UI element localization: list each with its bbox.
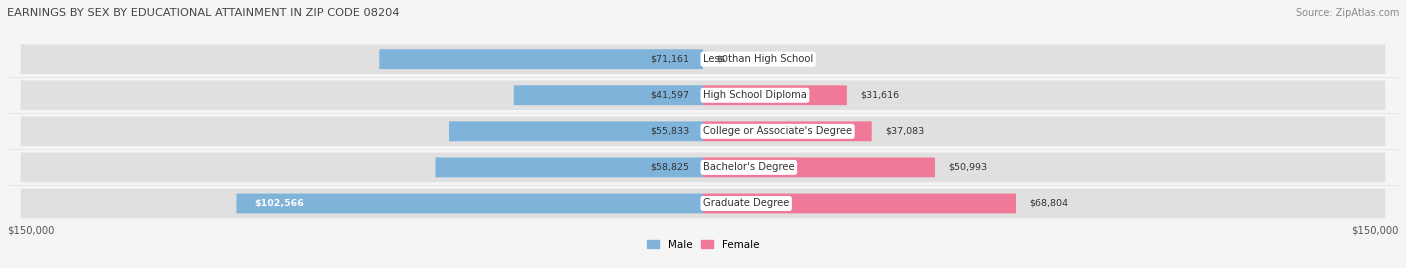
FancyBboxPatch shape [436,158,703,177]
Text: $68,804: $68,804 [1029,199,1069,208]
Text: Graduate Degree: Graduate Degree [703,199,789,209]
Text: Bachelor's Degree: Bachelor's Degree [703,162,794,172]
Text: Source: ZipAtlas.com: Source: ZipAtlas.com [1295,8,1399,18]
FancyBboxPatch shape [236,193,703,213]
Legend: Male, Female: Male, Female [643,235,763,254]
Text: $71,161: $71,161 [651,55,689,64]
Text: $37,083: $37,083 [886,127,925,136]
FancyBboxPatch shape [21,189,1385,218]
FancyBboxPatch shape [703,158,935,177]
Text: $150,000: $150,000 [7,226,55,236]
FancyBboxPatch shape [703,85,846,105]
FancyBboxPatch shape [21,80,1385,110]
FancyBboxPatch shape [703,121,872,141]
FancyBboxPatch shape [21,44,1385,74]
Text: $0: $0 [717,55,728,64]
Text: High School Diploma: High School Diploma [703,90,807,100]
FancyBboxPatch shape [21,117,1385,146]
Text: $58,825: $58,825 [651,163,689,172]
Text: EARNINGS BY SEX BY EDUCATIONAL ATTAINMENT IN ZIP CODE 08204: EARNINGS BY SEX BY EDUCATIONAL ATTAINMEN… [7,8,399,18]
Text: $55,833: $55,833 [650,127,689,136]
FancyBboxPatch shape [513,85,703,105]
Text: $31,616: $31,616 [860,91,900,100]
FancyBboxPatch shape [449,121,703,141]
FancyBboxPatch shape [703,193,1017,213]
Text: Less than High School: Less than High School [703,54,813,64]
Text: $41,597: $41,597 [651,91,689,100]
Text: $102,566: $102,566 [254,199,305,208]
FancyBboxPatch shape [380,49,703,69]
FancyBboxPatch shape [21,152,1385,182]
Text: College or Associate's Degree: College or Associate's Degree [703,126,852,136]
Text: $150,000: $150,000 [1351,226,1399,236]
Text: $50,993: $50,993 [949,163,988,172]
